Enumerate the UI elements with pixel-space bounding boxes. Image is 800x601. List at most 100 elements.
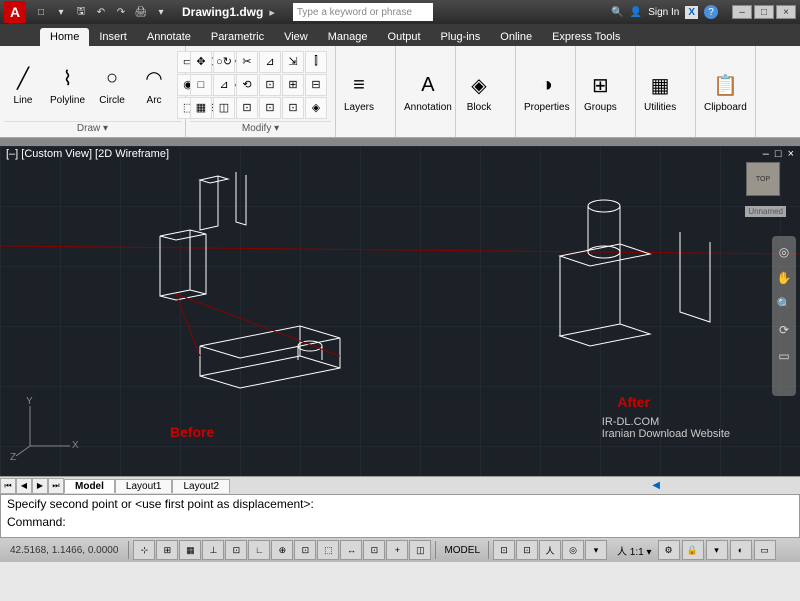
hardware-accel-icon[interactable]: ▾ bbox=[706, 540, 728, 560]
status-toggle-5[interactable]: ∟ bbox=[248, 540, 270, 560]
tab-view[interactable]: View bbox=[274, 28, 318, 46]
status-toggle-3[interactable]: ⊥ bbox=[202, 540, 224, 560]
modify-small-15[interactable]: ⊡ bbox=[259, 97, 281, 119]
qat-btn-1[interactable]: ▾ bbox=[52, 3, 70, 21]
nav-pan-icon[interactable]: ✋ bbox=[776, 270, 792, 286]
status-toggle-6[interactable]: ⊕ bbox=[271, 540, 293, 560]
modify-small-4[interactable]: ⇲ bbox=[282, 51, 304, 73]
binoculars-icon[interactable]: 🔍 bbox=[611, 7, 623, 18]
modify-small-3[interactable]: ⊿ bbox=[259, 51, 281, 73]
layout-tab-layout1[interactable]: Layout1 bbox=[115, 479, 173, 493]
scroll-left-icon[interactable]: ◀ bbox=[652, 480, 660, 491]
nav-orbit-icon[interactable]: ⟳ bbox=[776, 322, 792, 338]
tab-plug-ins[interactable]: Plug-ins bbox=[431, 28, 491, 46]
status-toggle-8[interactable]: ⬚ bbox=[317, 540, 339, 560]
layout-tab-model[interactable]: Model bbox=[64, 479, 115, 493]
modify-small-0[interactable]: ✥ bbox=[190, 51, 212, 73]
modify-small-7[interactable]: ⊿ bbox=[213, 74, 235, 96]
annotation-panel-button[interactable]: AAnnotation bbox=[400, 68, 456, 115]
coordinates[interactable]: 42.5168, 1.1466, 0.0000 bbox=[4, 545, 124, 556]
modify-small-1[interactable]: ○↻ bbox=[213, 51, 235, 73]
status-right-4[interactable]: ▾ bbox=[585, 540, 607, 560]
panel-label-draw[interactable]: Draw ▾ bbox=[4, 121, 181, 135]
modify-small-9[interactable]: ⊡ bbox=[259, 74, 281, 96]
modify-small-14[interactable]: ⊡ bbox=[236, 97, 258, 119]
maximize-button[interactable]: □ bbox=[754, 5, 774, 19]
tab-first-icon[interactable]: ⏮ bbox=[0, 478, 16, 494]
status-toggle-12[interactable]: ◫ bbox=[409, 540, 431, 560]
properties-panel-button[interactable]: ◑Properties bbox=[520, 68, 574, 115]
modify-small-12[interactable]: ▦ bbox=[190, 97, 212, 119]
anno-scale[interactable]: 人 1:1 ▾ bbox=[613, 543, 656, 558]
status-toggle-2[interactable]: ▦ bbox=[179, 540, 201, 560]
vp-maximize-icon[interactable]: □ bbox=[775, 148, 782, 160]
status-toggle-7[interactable]: ⊡ bbox=[294, 540, 316, 560]
modify-small-17[interactable]: ◈ bbox=[305, 97, 327, 119]
tab-insert[interactable]: Insert bbox=[89, 28, 137, 46]
tab-online[interactable]: Online bbox=[490, 28, 542, 46]
clean-screen-icon[interactable]: ▭ bbox=[754, 540, 776, 560]
tab-parametric[interactable]: Parametric bbox=[201, 28, 274, 46]
utilities-panel-button[interactable]: ▦Utilities bbox=[640, 68, 680, 115]
tab-output[interactable]: Output bbox=[378, 28, 431, 46]
workspace-switch-icon[interactable]: ⚙ bbox=[658, 540, 680, 560]
tab-annotate[interactable]: Annotate bbox=[137, 28, 201, 46]
status-toggle-4[interactable]: ⊡ bbox=[225, 540, 247, 560]
search-input[interactable]: Type a keyword or phrase bbox=[293, 3, 433, 21]
modify-small-5[interactable]: ⫿ bbox=[305, 51, 327, 73]
nav-wheel-icon[interactable]: ◎ bbox=[776, 244, 792, 260]
app-icon[interactable]: A bbox=[4, 1, 26, 23]
modify-small-16[interactable]: ⊡ bbox=[282, 97, 304, 119]
nav-zoom-icon[interactable]: 🔍 bbox=[776, 296, 792, 312]
model-space-button[interactable]: MODEL bbox=[440, 545, 484, 556]
modify-small-2[interactable]: ✂ bbox=[236, 51, 258, 73]
modify-small-8[interactable]: ⟲ bbox=[236, 74, 258, 96]
tab-express-tools[interactable]: Express Tools bbox=[542, 28, 630, 46]
status-right-0[interactable]: ⊡ bbox=[493, 540, 515, 560]
block-panel-button[interactable]: ◈Block bbox=[460, 68, 498, 115]
command-prompt[interactable]: Command: bbox=[7, 515, 793, 529]
tab-next-icon[interactable]: ▶ bbox=[32, 478, 48, 494]
clipboard-panel-button[interactable]: 📋Clipboard bbox=[700, 68, 751, 115]
vp-minimize-icon[interactable]: – bbox=[763, 148, 769, 160]
layout-tab-layout2[interactable]: Layout2 bbox=[172, 479, 230, 493]
isolate-icon[interactable]: ◐ bbox=[730, 540, 752, 560]
status-right-2[interactable]: 人 bbox=[539, 540, 561, 560]
qat-btn-5[interactable]: 🖨 bbox=[132, 3, 150, 21]
circle-tool[interactable]: ○Circle bbox=[93, 61, 131, 108]
viewport-label[interactable]: [–] [Custom View] [2D Wireframe] bbox=[6, 148, 169, 160]
drawing-viewport[interactable]: [–] [Custom View] [2D Wireframe] – □ × bbox=[0, 146, 800, 476]
signin-link[interactable]: Sign In bbox=[648, 7, 679, 18]
view-cube[interactable]: TOP bbox=[746, 162, 780, 196]
status-right-1[interactable]: ⊡ bbox=[516, 540, 538, 560]
close-button[interactable]: × bbox=[776, 5, 796, 19]
qat-btn-0[interactable]: □ bbox=[32, 3, 50, 21]
line-tool[interactable]: ╱Line bbox=[4, 61, 42, 108]
tab-last-icon[interactable]: ⏭ bbox=[48, 478, 64, 494]
status-right-3[interactable]: ◎ bbox=[562, 540, 584, 560]
tab-home[interactable]: Home bbox=[40, 28, 89, 46]
qat-btn-2[interactable]: 🖫 bbox=[72, 3, 90, 21]
minimize-button[interactable]: – bbox=[732, 5, 752, 19]
help-icon[interactable]: ? bbox=[704, 5, 718, 19]
status-toggle-11[interactable]: + bbox=[386, 540, 408, 560]
modify-small-6[interactable]: □ bbox=[190, 74, 212, 96]
status-toggle-0[interactable]: ⊹ bbox=[133, 540, 155, 560]
exchange-icon[interactable]: X bbox=[685, 6, 698, 19]
nav-showmotion-icon[interactable]: ▭ bbox=[776, 348, 792, 364]
qat-btn-3[interactable]: ↶ bbox=[92, 3, 110, 21]
tab-manage[interactable]: Manage bbox=[318, 28, 378, 46]
layers-panel-button[interactable]: ≡Layers bbox=[340, 68, 378, 115]
view-unnamed[interactable]: Unnamed bbox=[745, 206, 786, 217]
status-toggle-1[interactable]: ⊞ bbox=[156, 540, 178, 560]
groups-panel-button[interactable]: ⊞Groups bbox=[580, 68, 621, 115]
panel-label-modify[interactable]: Modify ▾ bbox=[190, 121, 331, 135]
arc-tool[interactable]: ◠Arc bbox=[135, 61, 173, 108]
vp-close-icon[interactable]: × bbox=[788, 148, 794, 160]
polyline-tool[interactable]: ⌇Polyline bbox=[46, 61, 89, 108]
qat-btn-4[interactable]: ↷ bbox=[112, 3, 130, 21]
modify-small-11[interactable]: ⊟ bbox=[305, 74, 327, 96]
modify-small-10[interactable]: ⊞ bbox=[282, 74, 304, 96]
lock-ui-icon[interactable]: 🔒 bbox=[682, 540, 704, 560]
modify-small-13[interactable]: ◫ bbox=[213, 97, 235, 119]
